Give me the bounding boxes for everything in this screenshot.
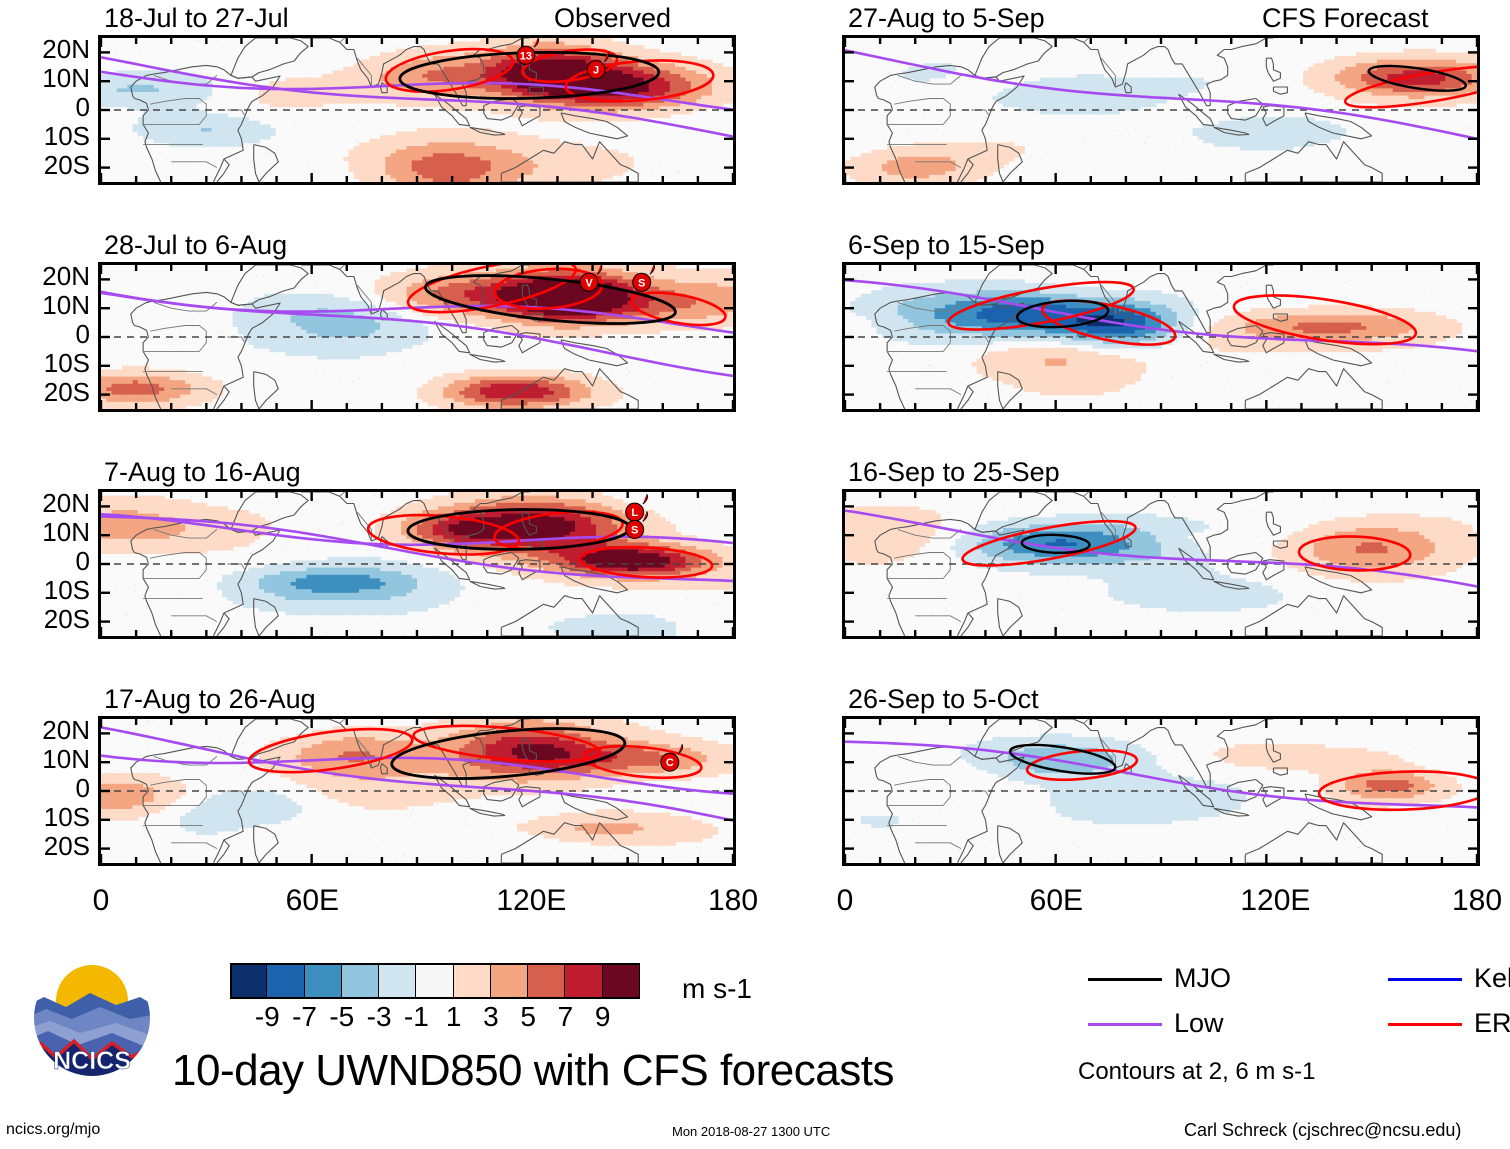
panel-title-obs-2: 28-Jul to 6-Aug [104, 230, 288, 260]
legend-label-kelvin-x2: Kelvin x2 [1474, 963, 1510, 993]
map-panel-obs-4: C [98, 716, 736, 866]
y-axis-tick-obs-3-4: 20S [43, 603, 90, 634]
x-axis-tick-observed-0: 0 [92, 884, 110, 917]
column-header-observed: Observed [554, 3, 672, 33]
colorbar-swatch-7 [490, 963, 529, 999]
panel-title-fcst-2: 6-Sep to 15-Sep [848, 230, 1045, 260]
x-axis-tick-observed-2: 120E [496, 884, 567, 917]
legend-swatch-low [1088, 1023, 1162, 1026]
colorbar-tick-3: -3 [366, 1001, 392, 1032]
y-axis-tick-obs-1-1: 10N [42, 63, 90, 94]
y-axis-tick-obs-4-1: 10N [42, 744, 90, 775]
y-axis-tick-obs-3-1: 10N [42, 517, 90, 548]
panel-title-obs-3: 7-Aug to 16-Aug [104, 457, 301, 487]
y-axis-tick-obs-3-0: 20N [42, 488, 90, 519]
svg-text:13: 13 [520, 50, 532, 62]
y-axis-tick-obs-1-4: 20S [43, 149, 90, 180]
colorbar-swatch-5 [416, 963, 454, 999]
map-panel-fcst-3 [842, 489, 1480, 639]
x-axis-tick-forecast-2: 120E [1240, 884, 1311, 917]
y-axis-tick-obs-3-3: 10S [43, 574, 90, 605]
colorbar-tick-6: 3 [483, 1001, 499, 1032]
svg-text:J: J [593, 65, 599, 77]
y-axis-tick-obs-4-3: 10S [43, 801, 90, 832]
colorbar-swatch-4 [379, 963, 417, 999]
colorbar-swatch-0 [230, 963, 268, 999]
y-axis-tick-obs-1-3: 10S [43, 120, 90, 151]
y-axis-tick-obs-4-4: 20S [43, 830, 90, 861]
panel-title-fcst-1: 27-Aug to 5-Sep [848, 3, 1045, 33]
colorbar-tick-2: -5 [329, 1001, 355, 1032]
y-axis-tick-obs-2-1: 10N [42, 290, 90, 321]
colorbar-swatch-10 [602, 963, 640, 999]
page-title: 10-day UWND850 with CFS forecasts [172, 1046, 894, 1095]
y-axis-tick-obs-2-3: 10S [43, 347, 90, 378]
y-axis-tick-obs-2-2: 0 [75, 319, 90, 349]
colorbar-tick-4: -1 [403, 1001, 429, 1032]
panel-title-fcst-3: 16-Sep to 25-Sep [848, 457, 1060, 487]
colorbar-tick-9: 9 [594, 1001, 611, 1032]
y-axis-tick-obs-3-2: 0 [75, 546, 90, 576]
map-panel-fcst-2 [842, 262, 1480, 412]
x-axis-tick-forecast-0: 0 [836, 884, 854, 917]
y-axis-tick-obs-1-2: 0 [75, 92, 90, 122]
ncics-logo: NCICS [20, 957, 192, 1084]
legend-label-er: ER [1474, 1008, 1510, 1038]
colorbar-tick-5: 1 [445, 1001, 462, 1032]
colorbar-tick-1: -7 [292, 1001, 317, 1032]
footer-site-link[interactable]: ncics.org/mjo [6, 1121, 101, 1138]
column-header-forecast: CFS Forecast [1262, 3, 1429, 33]
x-axis-tick-forecast-3: 180 [1451, 884, 1503, 917]
colorbar-swatch-2 [304, 963, 342, 999]
colorbar-swatch-3 [341, 963, 380, 999]
panel-title-obs-1: 18-Jul to 27-Jul [104, 3, 289, 33]
map-panel-fcst-4 [842, 716, 1480, 866]
panel-title-obs-4: 17-Aug to 26-Aug [104, 684, 316, 714]
colorbar-tick-7: 5 [520, 1001, 536, 1032]
y-axis-tick-obs-4-2: 0 [75, 773, 90, 803]
colorbar-swatch-6 [453, 963, 491, 999]
y-axis-tick-obs-2-4: 20S [43, 376, 90, 407]
legend-swatch-er [1388, 1023, 1462, 1026]
x-axis-tick-observed-3: 180 [707, 884, 759, 917]
footer-timestamp: Mon 2018-08-27 1300 UTC [672, 1124, 831, 1139]
x-axis-tick-observed-1: 60E [285, 884, 340, 917]
y-axis-tick-obs-4-0: 20N [42, 715, 90, 746]
colorbar-tick-8: 7 [557, 1001, 574, 1032]
colorbar-swatch-8 [528, 963, 566, 999]
footer-author[interactable]: Carl Schreck (cjschrec@ncsu.edu) [1184, 1120, 1462, 1140]
x-axis-tick-forecast-1: 60E [1029, 884, 1084, 917]
colorbar [230, 963, 640, 999]
y-axis-tick-obs-1-0: 20N [42, 34, 90, 65]
colorbar-swatch-1 [267, 963, 305, 999]
legend-label-low: Low [1174, 1008, 1224, 1038]
map-panel-obs-1: 13 J [98, 35, 736, 185]
contour-note: Contours at 2, 6 m s-1 [1078, 1058, 1316, 1085]
legend-label-mjo: MJO [1174, 963, 1231, 993]
panel-title-fcst-4: 26-Sep to 5-Oct [848, 684, 1039, 714]
colorbar-tick-0: -9 [254, 1001, 280, 1032]
map-panel-fcst-1 [842, 35, 1480, 185]
colorbar-units-label: m s-1 [682, 973, 752, 1004]
legend-swatch-kelvin-x2 [1388, 978, 1462, 981]
legend-swatch-mjo [1088, 978, 1162, 981]
y-axis-tick-obs-2-0: 20N [42, 261, 90, 292]
colorbar-swatch-9 [565, 963, 603, 999]
